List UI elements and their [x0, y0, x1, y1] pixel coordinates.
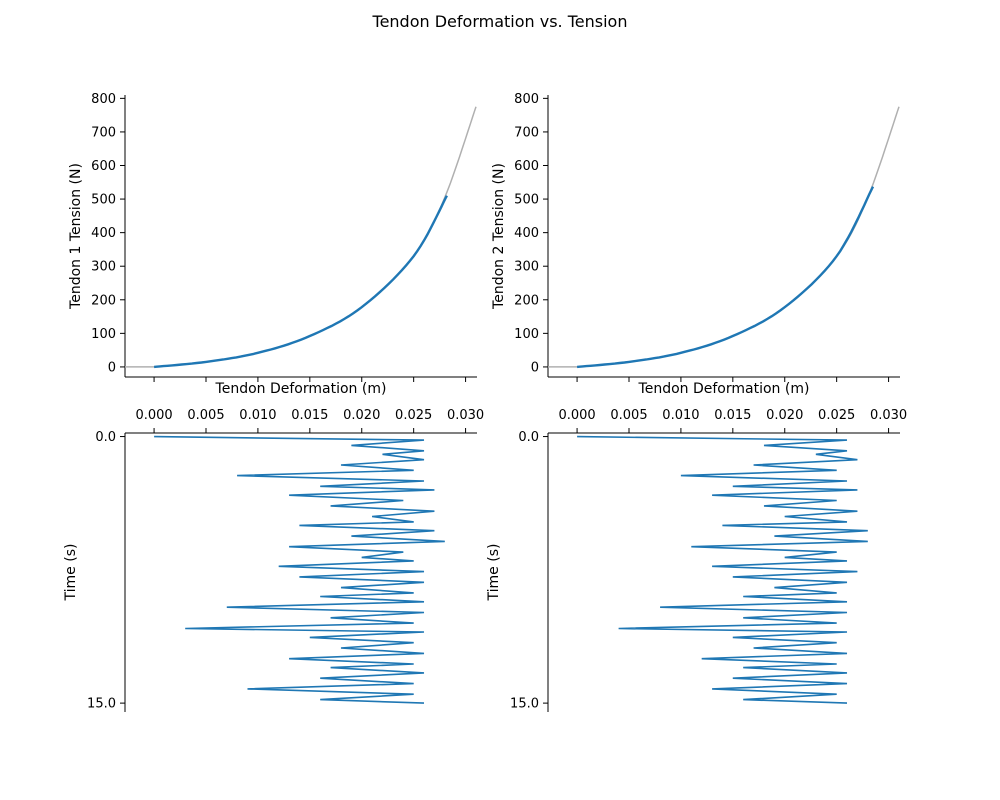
axes-tendon1-time: Time (s) 0.000 0.005 0.010 0.015 0.020 0.025 0…: [63, 408, 484, 712]
model-curve-line: [125, 106, 477, 368]
x-tick-label: 0.030: [870, 408, 907, 423]
y-tick-label: 700: [91, 125, 116, 140]
y-tick-label: 0: [108, 360, 116, 375]
axes-tendon2-time: Time (s) 0.000 0.005 0.010 0.015 0.020 0.025 0…: [486, 408, 907, 712]
x-tick-label: 0.005: [187, 408, 224, 423]
figure-title: Tendon Deformation vs. Tension: [372, 12, 628, 31]
y-tick-label: 500: [91, 193, 116, 208]
y-tick-label: 400: [91, 226, 116, 241]
x-tick-label: 0.020: [766, 408, 803, 423]
x-tick-label: 0.010: [239, 408, 276, 423]
y-tick-label: 400: [514, 226, 539, 241]
y-tick-label: 600: [91, 159, 116, 174]
x-tick-label: 0.000: [558, 408, 595, 423]
x-tick-label: 0.005: [610, 408, 647, 423]
axes-tendon2-tension: Tendon Deformation (m) Tendon 2 Tension …: [491, 92, 900, 397]
ylabel-tendon1: Tendon 1 Tension (N): [68, 163, 84, 310]
xlabel-tendon2: Tendon Deformation (m): [638, 381, 810, 397]
axes-tendon1-tension: Tendon Deformation (m) Tendon 1 Tension …: [68, 92, 477, 397]
xlabel-tendon1: Tendon Deformation (m): [215, 381, 387, 397]
x-tick-label: 0.025: [818, 408, 855, 423]
time-series-line: [577, 435, 868, 704]
y-tick-label: 800: [514, 92, 539, 107]
y-tick-label: 800: [91, 92, 116, 107]
x-tick-label: 0.030: [447, 408, 484, 423]
x-tick-label: 0.015: [291, 408, 328, 423]
y-tick-label: 0.0: [518, 430, 539, 445]
measured-tension-line: [577, 186, 875, 369]
y-tick-label: 200: [91, 293, 116, 308]
y-tick-label: 500: [514, 193, 539, 208]
y-tick-label: 0.0: [95, 430, 116, 445]
y-tick-label: 700: [514, 125, 539, 140]
y-tick-label: 100: [514, 327, 539, 342]
x-tick-label: 0.010: [662, 408, 699, 423]
y-tick-label: 200: [514, 293, 539, 308]
ylabel-time-1: Time (s): [63, 544, 79, 602]
y-tick-label: 100: [91, 327, 116, 342]
x-tick-label: 0.020: [343, 408, 380, 423]
model-curve-line: [548, 106, 900, 368]
y-tick-label: 300: [514, 260, 539, 275]
y-tick-label: 600: [514, 159, 539, 174]
y-tick-label: 300: [91, 260, 116, 275]
measured-tension-line: [154, 195, 448, 369]
x-tick-label: 0.025: [395, 408, 432, 423]
ylabel-tendon2: Tendon 2 Tension (N): [491, 163, 507, 310]
x-tick-label: 0.000: [135, 408, 172, 423]
x-tick-label: 0.015: [714, 408, 751, 423]
y-tick-label: 15.0: [510, 697, 539, 712]
y-tick-label: 15.0: [87, 697, 116, 712]
ylabel-time-2: Time (s): [486, 544, 502, 602]
time-series-line: [154, 435, 445, 704]
y-tick-label: 0: [531, 360, 539, 375]
